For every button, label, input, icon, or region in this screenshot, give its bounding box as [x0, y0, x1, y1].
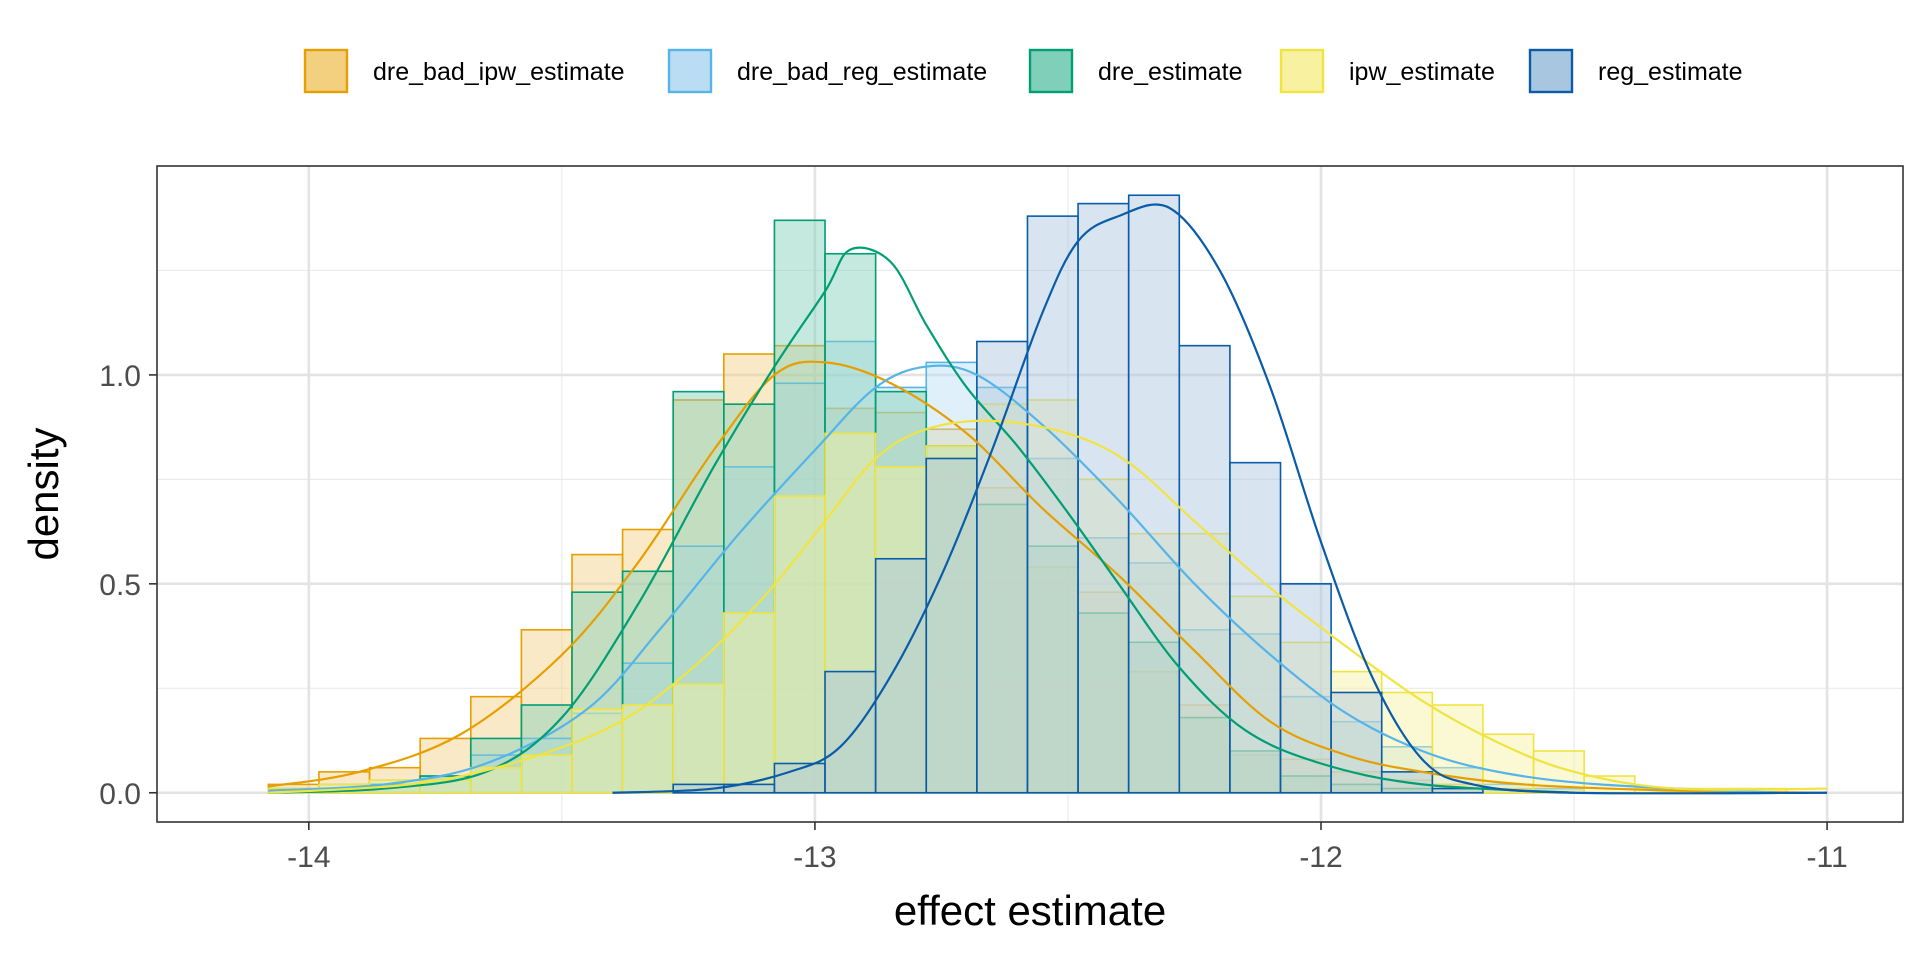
- histogram-bar: [1026, 545, 1079, 794]
- histogram-bar: [672, 399, 725, 794]
- histogram-bar: [1229, 754, 1282, 794]
- histogram-bar: [520, 754, 573, 794]
- legend-item-reg-estimate: reg_estimate: [1528, 48, 1743, 94]
- plot-border: [156, 165, 1904, 823]
- histogram-bar: [1127, 562, 1181, 794]
- histogram-bar: [621, 570, 675, 794]
- legend-swatch: [667, 48, 713, 94]
- histogram-bar: [773, 344, 826, 794]
- histogram-bar: [1127, 641, 1181, 794]
- legend: dre_bad_ipw_estimate dre_bad_reg_estimate…: [303, 48, 1743, 94]
- axes: -14 -13 -12 -11 0.0 0.5 1.0: [99, 360, 1847, 874]
- histogram-bar: [1229, 633, 1282, 794]
- density-curves: [268, 203, 1828, 795]
- legend-label: reg_estimate: [1598, 58, 1743, 86]
- histogram-bars: [267, 194, 1788, 794]
- bar-group-dre-bad-ipw-estimate: [267, 344, 1585, 794]
- histogram-bar: [571, 708, 624, 794]
- legend-item-dre-bad-ipw-estimate: dre_bad_ipw_estimate: [303, 48, 625, 94]
- y-tick-label: 1.0: [99, 360, 141, 393]
- histogram-bar: [672, 683, 725, 794]
- bar-group-dre-bad-reg-estimate: [267, 340, 1585, 794]
- legend-swatch: [1528, 48, 1574, 94]
- histogram-bar: [1077, 537, 1130, 794]
- histogram-bar: [824, 670, 877, 794]
- histogram-bar: [571, 712, 624, 794]
- histogram-bar: [1077, 202, 1130, 794]
- histogram-bar: [1178, 716, 1231, 794]
- x-tick-label: -14: [287, 841, 330, 874]
- legend-item-ipw-estimate: ipw_estimate: [1279, 48, 1495, 94]
- histogram-bar: [824, 407, 877, 794]
- legend-swatch: [1279, 48, 1325, 94]
- density-curve-dre-estimate: [268, 246, 1575, 794]
- histogram-bar: [723, 403, 776, 794]
- legend-label: dre_estimate: [1098, 58, 1243, 86]
- legend-label: dre_bad_ipw_estimate: [373, 58, 625, 86]
- histogram-bar: [1279, 641, 1332, 794]
- density-curve-dre-bad-ipw-estimate: [268, 360, 1828, 794]
- histogram-bar: [723, 612, 776, 794]
- histogram-bar: [773, 495, 826, 794]
- histogram-bar: [874, 557, 928, 794]
- histogram-bar: [824, 432, 877, 794]
- histogram-bar: [976, 340, 1029, 794]
- y-axis-title: density: [20, 427, 67, 560]
- legend-swatch: [303, 48, 349, 94]
- histogram-bar: [1077, 591, 1130, 794]
- bar-group-reg-estimate: [672, 194, 1484, 794]
- legend-item-dre-bad-reg-estimate: dre_bad_reg_estimate: [667, 48, 987, 94]
- density-curve-ipw-estimate: [268, 419, 1828, 794]
- x-tick-label: -13: [793, 841, 836, 874]
- density-curve-reg-estimate: [612, 203, 1828, 795]
- histogram-bar: [672, 545, 725, 794]
- legend-item-dre-estimate: dre_estimate: [1028, 48, 1243, 94]
- histogram-bar: [925, 457, 978, 794]
- histogram-bar: [672, 390, 725, 794]
- histogram-bar: [1026, 399, 1079, 794]
- histogram-bar: [1026, 215, 1079, 794]
- histogram-bar: [1178, 344, 1231, 794]
- y-tick-label: 0.5: [99, 569, 141, 602]
- histogram-bar: [1077, 478, 1130, 794]
- histogram-bar: [874, 390, 928, 794]
- histogram-bar: [1026, 566, 1079, 794]
- x-tick-label: -11: [1807, 841, 1848, 874]
- histogram-bar: [1431, 787, 1484, 794]
- x-axis-title: effect estimate: [894, 887, 1166, 934]
- histogram-bar: [1077, 612, 1130, 794]
- y-tick-label: 0.0: [99, 778, 141, 811]
- x-tick-label: -12: [1299, 841, 1342, 874]
- histogram-bar: [1229, 461, 1282, 794]
- legend-label: ipw_estimate: [1349, 58, 1495, 86]
- histogram-bar: [723, 353, 776, 794]
- legend-label: dre_bad_reg_estimate: [737, 58, 987, 86]
- plot-background: [157, 166, 1903, 822]
- legend-swatch: [1028, 48, 1074, 94]
- histogram-bar: [925, 445, 978, 794]
- density-curve-dre-bad-reg-estimate: [268, 364, 1777, 794]
- histogram-bar: [824, 340, 877, 794]
- histogram-bar: [621, 704, 675, 794]
- histogram-bar: [925, 445, 978, 794]
- histogram-bar: [1127, 194, 1181, 794]
